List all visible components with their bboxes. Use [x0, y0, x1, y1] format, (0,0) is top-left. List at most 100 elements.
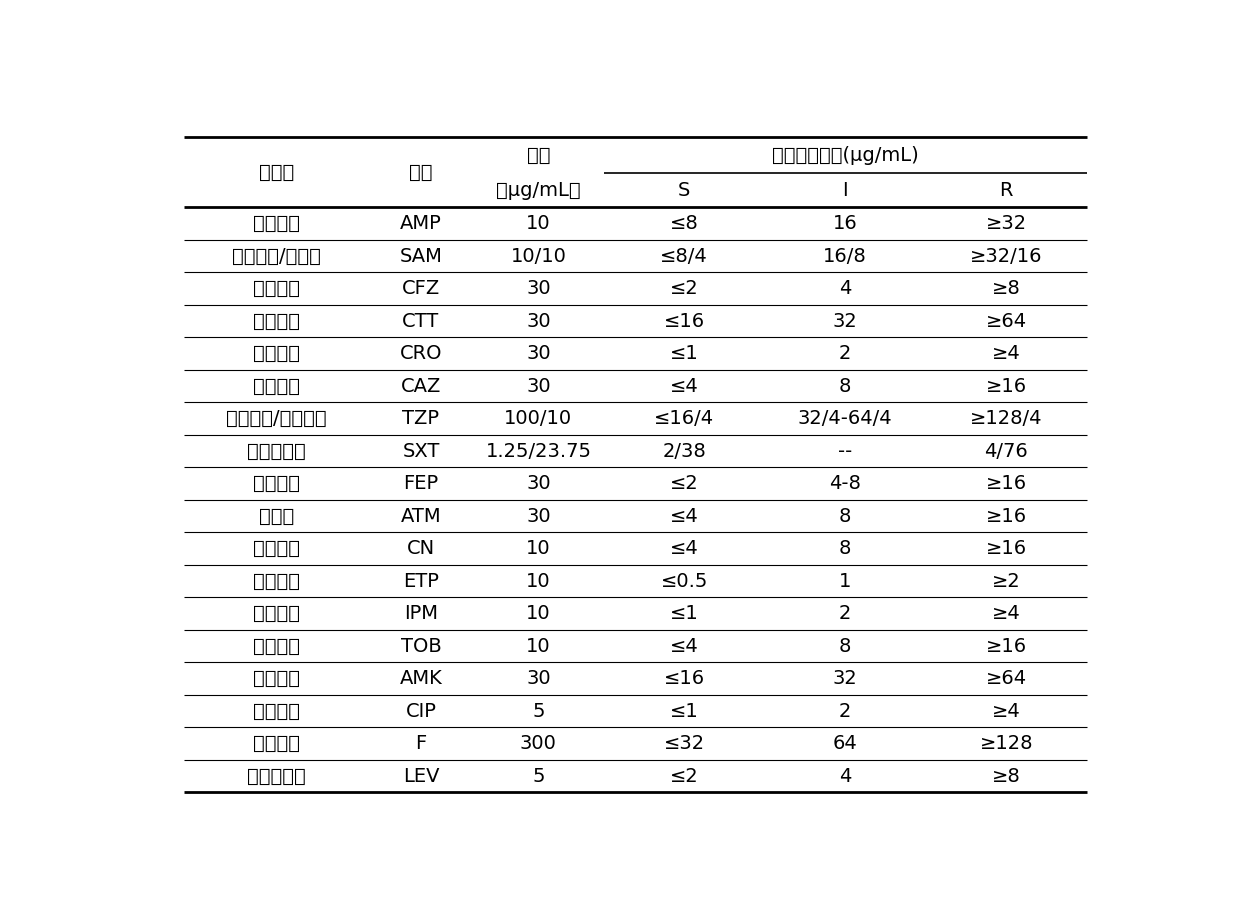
Text: 头孢吡肟: 头孢吡肟: [253, 474, 300, 493]
Text: ≤8: ≤8: [670, 214, 698, 233]
Text: S: S: [678, 181, 691, 200]
Text: ≤16/4: ≤16/4: [655, 410, 714, 429]
Text: 头孢替坦: 头孢替坦: [253, 312, 300, 331]
Text: ≤8/4: ≤8/4: [661, 246, 708, 265]
Text: FEP: FEP: [403, 474, 439, 493]
Text: 氨苄西林/舒巴坦: 氨苄西林/舒巴坦: [232, 246, 321, 265]
Text: ≥128/4: ≥128/4: [970, 410, 1043, 429]
Text: 1.25/23.75: 1.25/23.75: [485, 441, 591, 460]
Text: ≥2: ≥2: [992, 572, 1021, 591]
Text: 亚胺培南: 亚胺培南: [253, 604, 300, 623]
Text: ≤2: ≤2: [670, 766, 698, 786]
Text: 5: 5: [532, 701, 544, 720]
Text: 1: 1: [839, 572, 852, 591]
Text: ≥16: ≥16: [986, 637, 1027, 656]
Text: 头孢曲松: 头孢曲松: [253, 344, 300, 363]
Text: 10/10: 10/10: [511, 246, 567, 265]
Text: ≥8: ≥8: [992, 766, 1021, 786]
Text: 10: 10: [526, 637, 551, 656]
Text: 复方新诺明: 复方新诺明: [247, 441, 306, 460]
Text: 8: 8: [839, 506, 852, 525]
Text: 庆大霉素: 庆大霉素: [253, 539, 300, 558]
Text: ≥8: ≥8: [992, 279, 1021, 298]
Text: ≥32: ≥32: [986, 214, 1027, 233]
Text: 10: 10: [526, 539, 551, 558]
Text: SAM: SAM: [399, 246, 443, 265]
Text: 氨曲南: 氨曲南: [259, 506, 294, 525]
Text: 2: 2: [839, 604, 852, 623]
Text: 头孢他啶: 头孢他啶: [253, 377, 300, 396]
Text: ≤32: ≤32: [663, 734, 704, 753]
Text: ≤4: ≤4: [670, 539, 698, 558]
Text: 抗生素: 抗生素: [259, 162, 294, 181]
Text: 10: 10: [526, 572, 551, 591]
Text: 32/4-64/4: 32/4-64/4: [797, 410, 893, 429]
Text: 10: 10: [526, 604, 551, 623]
Text: ≤4: ≤4: [670, 637, 698, 656]
Text: F: F: [415, 734, 427, 753]
Text: CN: CN: [407, 539, 435, 558]
Text: ≥4: ≥4: [992, 701, 1021, 720]
Text: ≤0.5: ≤0.5: [661, 572, 708, 591]
Text: ATM: ATM: [401, 506, 441, 525]
Text: ≤4: ≤4: [670, 377, 698, 396]
Text: ≤16: ≤16: [663, 312, 704, 331]
Text: ≤1: ≤1: [670, 604, 698, 623]
Text: --: --: [838, 441, 852, 460]
Text: CIP: CIP: [405, 701, 436, 720]
Text: ≥64: ≥64: [986, 312, 1027, 331]
Text: 厄他培南: 厄他培南: [253, 572, 300, 591]
Text: ≤16: ≤16: [663, 670, 704, 689]
Text: AMP: AMP: [401, 214, 441, 233]
Text: ≥16: ≥16: [986, 474, 1027, 493]
Text: 4: 4: [839, 766, 852, 786]
Text: CTT: CTT: [402, 312, 440, 331]
Text: 8: 8: [839, 637, 852, 656]
Text: ≤1: ≤1: [670, 344, 698, 363]
Text: 哌拉西林/他唑巴坦: 哌拉西林/他唑巴坦: [226, 410, 326, 429]
Text: 2/38: 2/38: [662, 441, 706, 460]
Text: ≤2: ≤2: [670, 474, 698, 493]
Text: ≥32/16: ≥32/16: [970, 246, 1043, 265]
Text: LEV: LEV: [403, 766, 439, 786]
Text: 16/8: 16/8: [823, 246, 867, 265]
Text: 左氧氟沙星: 左氧氟沙星: [247, 766, 306, 786]
Text: ≥16: ≥16: [986, 377, 1027, 396]
Text: 4: 4: [839, 279, 852, 298]
Text: 浓度: 浓度: [527, 146, 551, 165]
Text: 呋喃妥因: 呋喃妥因: [253, 734, 300, 753]
Text: TZP: TZP: [403, 410, 439, 429]
Text: 64: 64: [833, 734, 857, 753]
Text: 8: 8: [839, 377, 852, 396]
Text: 头孢唑林: 头孢唑林: [253, 279, 300, 298]
Text: 4/76: 4/76: [985, 441, 1028, 460]
Text: R: R: [999, 181, 1013, 200]
Text: （μg/mL）: （μg/mL）: [496, 181, 580, 200]
Text: 8: 8: [839, 539, 852, 558]
Text: IPM: IPM: [404, 604, 438, 623]
Text: TOB: TOB: [401, 637, 441, 656]
Text: 妥布霉素: 妥布霉素: [253, 637, 300, 656]
Text: 32: 32: [833, 670, 857, 689]
Text: 30: 30: [526, 344, 551, 363]
Text: 氨苄西林: 氨苄西林: [253, 214, 300, 233]
Text: 阿米卡星: 阿米卡星: [253, 670, 300, 689]
Text: 100/10: 100/10: [505, 410, 573, 429]
Text: 30: 30: [526, 279, 551, 298]
Text: 最小抑菌浓度(μg/mL): 最小抑菌浓度(μg/mL): [773, 146, 919, 165]
Text: 30: 30: [526, 474, 551, 493]
Text: ≥4: ≥4: [992, 604, 1021, 623]
Text: ≤4: ≤4: [670, 506, 698, 525]
Text: ≥4: ≥4: [992, 344, 1021, 363]
Text: ≤1: ≤1: [670, 701, 698, 720]
Text: 环丙沙星: 环丙沙星: [253, 701, 300, 720]
Text: ≥16: ≥16: [986, 506, 1027, 525]
Text: CAZ: CAZ: [401, 377, 441, 396]
Text: 10: 10: [526, 214, 551, 233]
Text: SXT: SXT: [402, 441, 440, 460]
Text: 5: 5: [532, 766, 544, 786]
Text: 30: 30: [526, 670, 551, 689]
Text: 简称: 简称: [409, 162, 433, 181]
Text: 30: 30: [526, 377, 551, 396]
Text: 2: 2: [839, 701, 852, 720]
